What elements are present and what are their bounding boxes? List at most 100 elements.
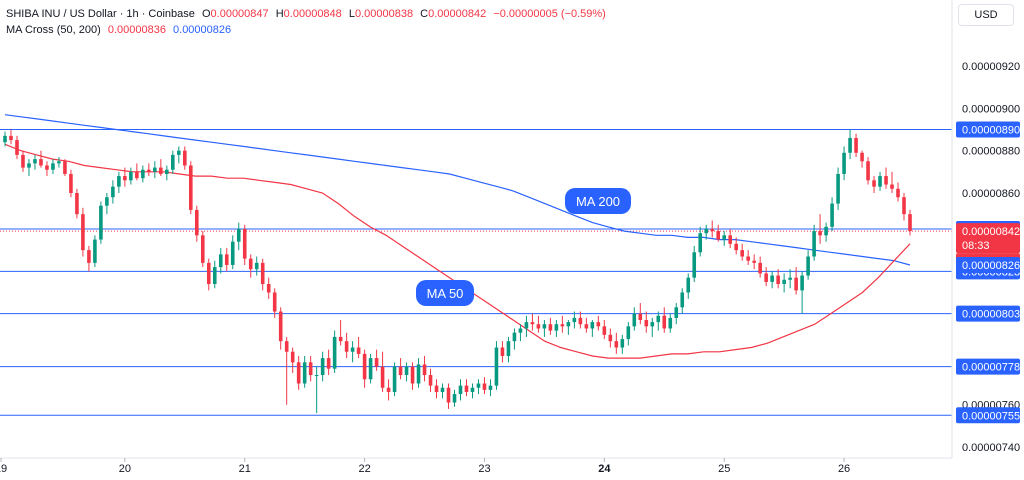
candle-body[interactable] bbox=[380, 366, 385, 388]
candle-body[interactable] bbox=[560, 324, 565, 327]
candle-body[interactable] bbox=[488, 385, 493, 390]
candle-body[interactable] bbox=[608, 334, 613, 342]
candle-body[interactable] bbox=[752, 260, 756, 263]
candle-body[interactable] bbox=[320, 358, 325, 376]
candle-body[interactable] bbox=[147, 169, 151, 172]
candle-body[interactable] bbox=[596, 322, 601, 327]
candle-body[interactable] bbox=[830, 203, 834, 227]
candle-body[interactable] bbox=[69, 173, 73, 193]
candle-body[interactable] bbox=[362, 353, 367, 380]
candle-body[interactable] bbox=[57, 161, 61, 164]
candle-body[interactable] bbox=[236, 228, 241, 242]
candle-body[interactable] bbox=[566, 322, 571, 327]
candle-body[interactable] bbox=[890, 184, 894, 189]
candle-body[interactable] bbox=[404, 366, 409, 376]
candle-body[interactable] bbox=[15, 140, 19, 155]
candle-body[interactable] bbox=[656, 315, 661, 323]
candle-body[interactable] bbox=[428, 375, 433, 386]
candle-body[interactable] bbox=[308, 362, 313, 376]
candle-body[interactable] bbox=[464, 385, 469, 392]
candle-body[interactable] bbox=[111, 186, 115, 198]
candle-body[interactable] bbox=[242, 228, 247, 259]
candle-body[interactable] bbox=[632, 313, 637, 327]
candle-body[interactable] bbox=[9, 135, 13, 141]
candle-body[interactable] bbox=[530, 322, 535, 325]
candle-body[interactable] bbox=[884, 176, 888, 185]
candle-body[interactable] bbox=[248, 258, 253, 270]
candle-body[interactable] bbox=[476, 383, 481, 388]
candle-body[interactable] bbox=[410, 366, 415, 384]
candle-body[interactable] bbox=[854, 137, 858, 153]
candle-body[interactable] bbox=[494, 347, 499, 386]
candle-body[interactable] bbox=[524, 322, 529, 329]
candle-body[interactable] bbox=[758, 262, 762, 274]
candle-body[interactable] bbox=[794, 277, 798, 291]
candle-body[interactable] bbox=[782, 279, 786, 285]
candle-body[interactable] bbox=[620, 339, 625, 348]
candle-body[interactable] bbox=[63, 161, 67, 174]
candle-body[interactable] bbox=[860, 152, 864, 162]
candle-body[interactable] bbox=[272, 292, 277, 312]
candle-body[interactable] bbox=[458, 385, 463, 395]
candle-body[interactable] bbox=[500, 347, 505, 356]
candle-body[interactable] bbox=[386, 387, 391, 392]
candle-body[interactable] bbox=[602, 326, 607, 335]
candle-body[interactable] bbox=[776, 275, 780, 285]
candle-body[interactable] bbox=[902, 197, 906, 215]
candle-body[interactable] bbox=[764, 273, 768, 282]
candle-body[interactable] bbox=[153, 167, 157, 172]
candle-body[interactable] bbox=[171, 154, 175, 170]
candle-body[interactable] bbox=[512, 332, 517, 342]
candle-body[interactable] bbox=[650, 322, 655, 327]
candle-body[interactable] bbox=[548, 324, 553, 331]
candle-body[interactable] bbox=[578, 317, 583, 325]
candle-body[interactable] bbox=[177, 150, 181, 155]
candle-body[interactable] bbox=[722, 235, 727, 240]
candle-body[interactable] bbox=[422, 364, 427, 376]
candle-body[interactable] bbox=[296, 362, 301, 384]
candle-body[interactable] bbox=[872, 180, 876, 187]
candle-body[interactable] bbox=[254, 262, 259, 270]
candle-body[interactable] bbox=[81, 214, 85, 251]
candle-body[interactable] bbox=[866, 161, 870, 181]
candle-body[interactable] bbox=[39, 159, 43, 166]
candle-body[interactable] bbox=[536, 324, 541, 329]
candle-body[interactable] bbox=[200, 235, 205, 263]
candle-body[interactable] bbox=[716, 231, 721, 240]
candle-body[interactable] bbox=[584, 324, 589, 329]
candle-body[interactable] bbox=[224, 254, 229, 265]
candle-body[interactable] bbox=[818, 231, 822, 236]
candle-body[interactable] bbox=[506, 341, 511, 356]
candle-body[interactable] bbox=[159, 167, 163, 174]
candle-body[interactable] bbox=[644, 320, 649, 327]
candle-body[interactable] bbox=[212, 267, 217, 285]
candle-body[interactable] bbox=[260, 262, 265, 285]
candle-body[interactable] bbox=[638, 313, 643, 320]
candle-body[interactable] bbox=[284, 341, 289, 352]
candle-body[interactable] bbox=[824, 226, 828, 236]
candle-body[interactable] bbox=[746, 256, 750, 261]
candle-body[interactable] bbox=[416, 364, 421, 384]
candle-body[interactable] bbox=[27, 163, 31, 168]
candle-body[interactable] bbox=[368, 358, 373, 380]
candle-body[interactable] bbox=[135, 171, 139, 179]
candle-body[interactable] bbox=[266, 284, 271, 293]
candle-body[interactable] bbox=[614, 341, 619, 348]
candle-body[interactable] bbox=[812, 231, 816, 257]
candle-body[interactable] bbox=[590, 322, 595, 329]
candle-body[interactable] bbox=[626, 326, 631, 340]
candle-body[interactable] bbox=[356, 347, 361, 354]
candle-body[interactable] bbox=[188, 165, 193, 210]
candle-body[interactable] bbox=[206, 262, 211, 285]
candle-body[interactable] bbox=[21, 154, 25, 168]
candle-body[interactable] bbox=[278, 311, 283, 342]
candle-body[interactable] bbox=[734, 243, 738, 251]
candle-body[interactable] bbox=[87, 250, 91, 263]
candle-body[interactable] bbox=[392, 366, 397, 392]
candle-body[interactable] bbox=[542, 324, 547, 329]
candle-body[interactable] bbox=[704, 228, 709, 234]
candle-body[interactable] bbox=[470, 387, 475, 392]
candle-body[interactable] bbox=[668, 317, 673, 329]
candle-body[interactable] bbox=[183, 150, 187, 166]
candle-body[interactable] bbox=[710, 228, 715, 232]
